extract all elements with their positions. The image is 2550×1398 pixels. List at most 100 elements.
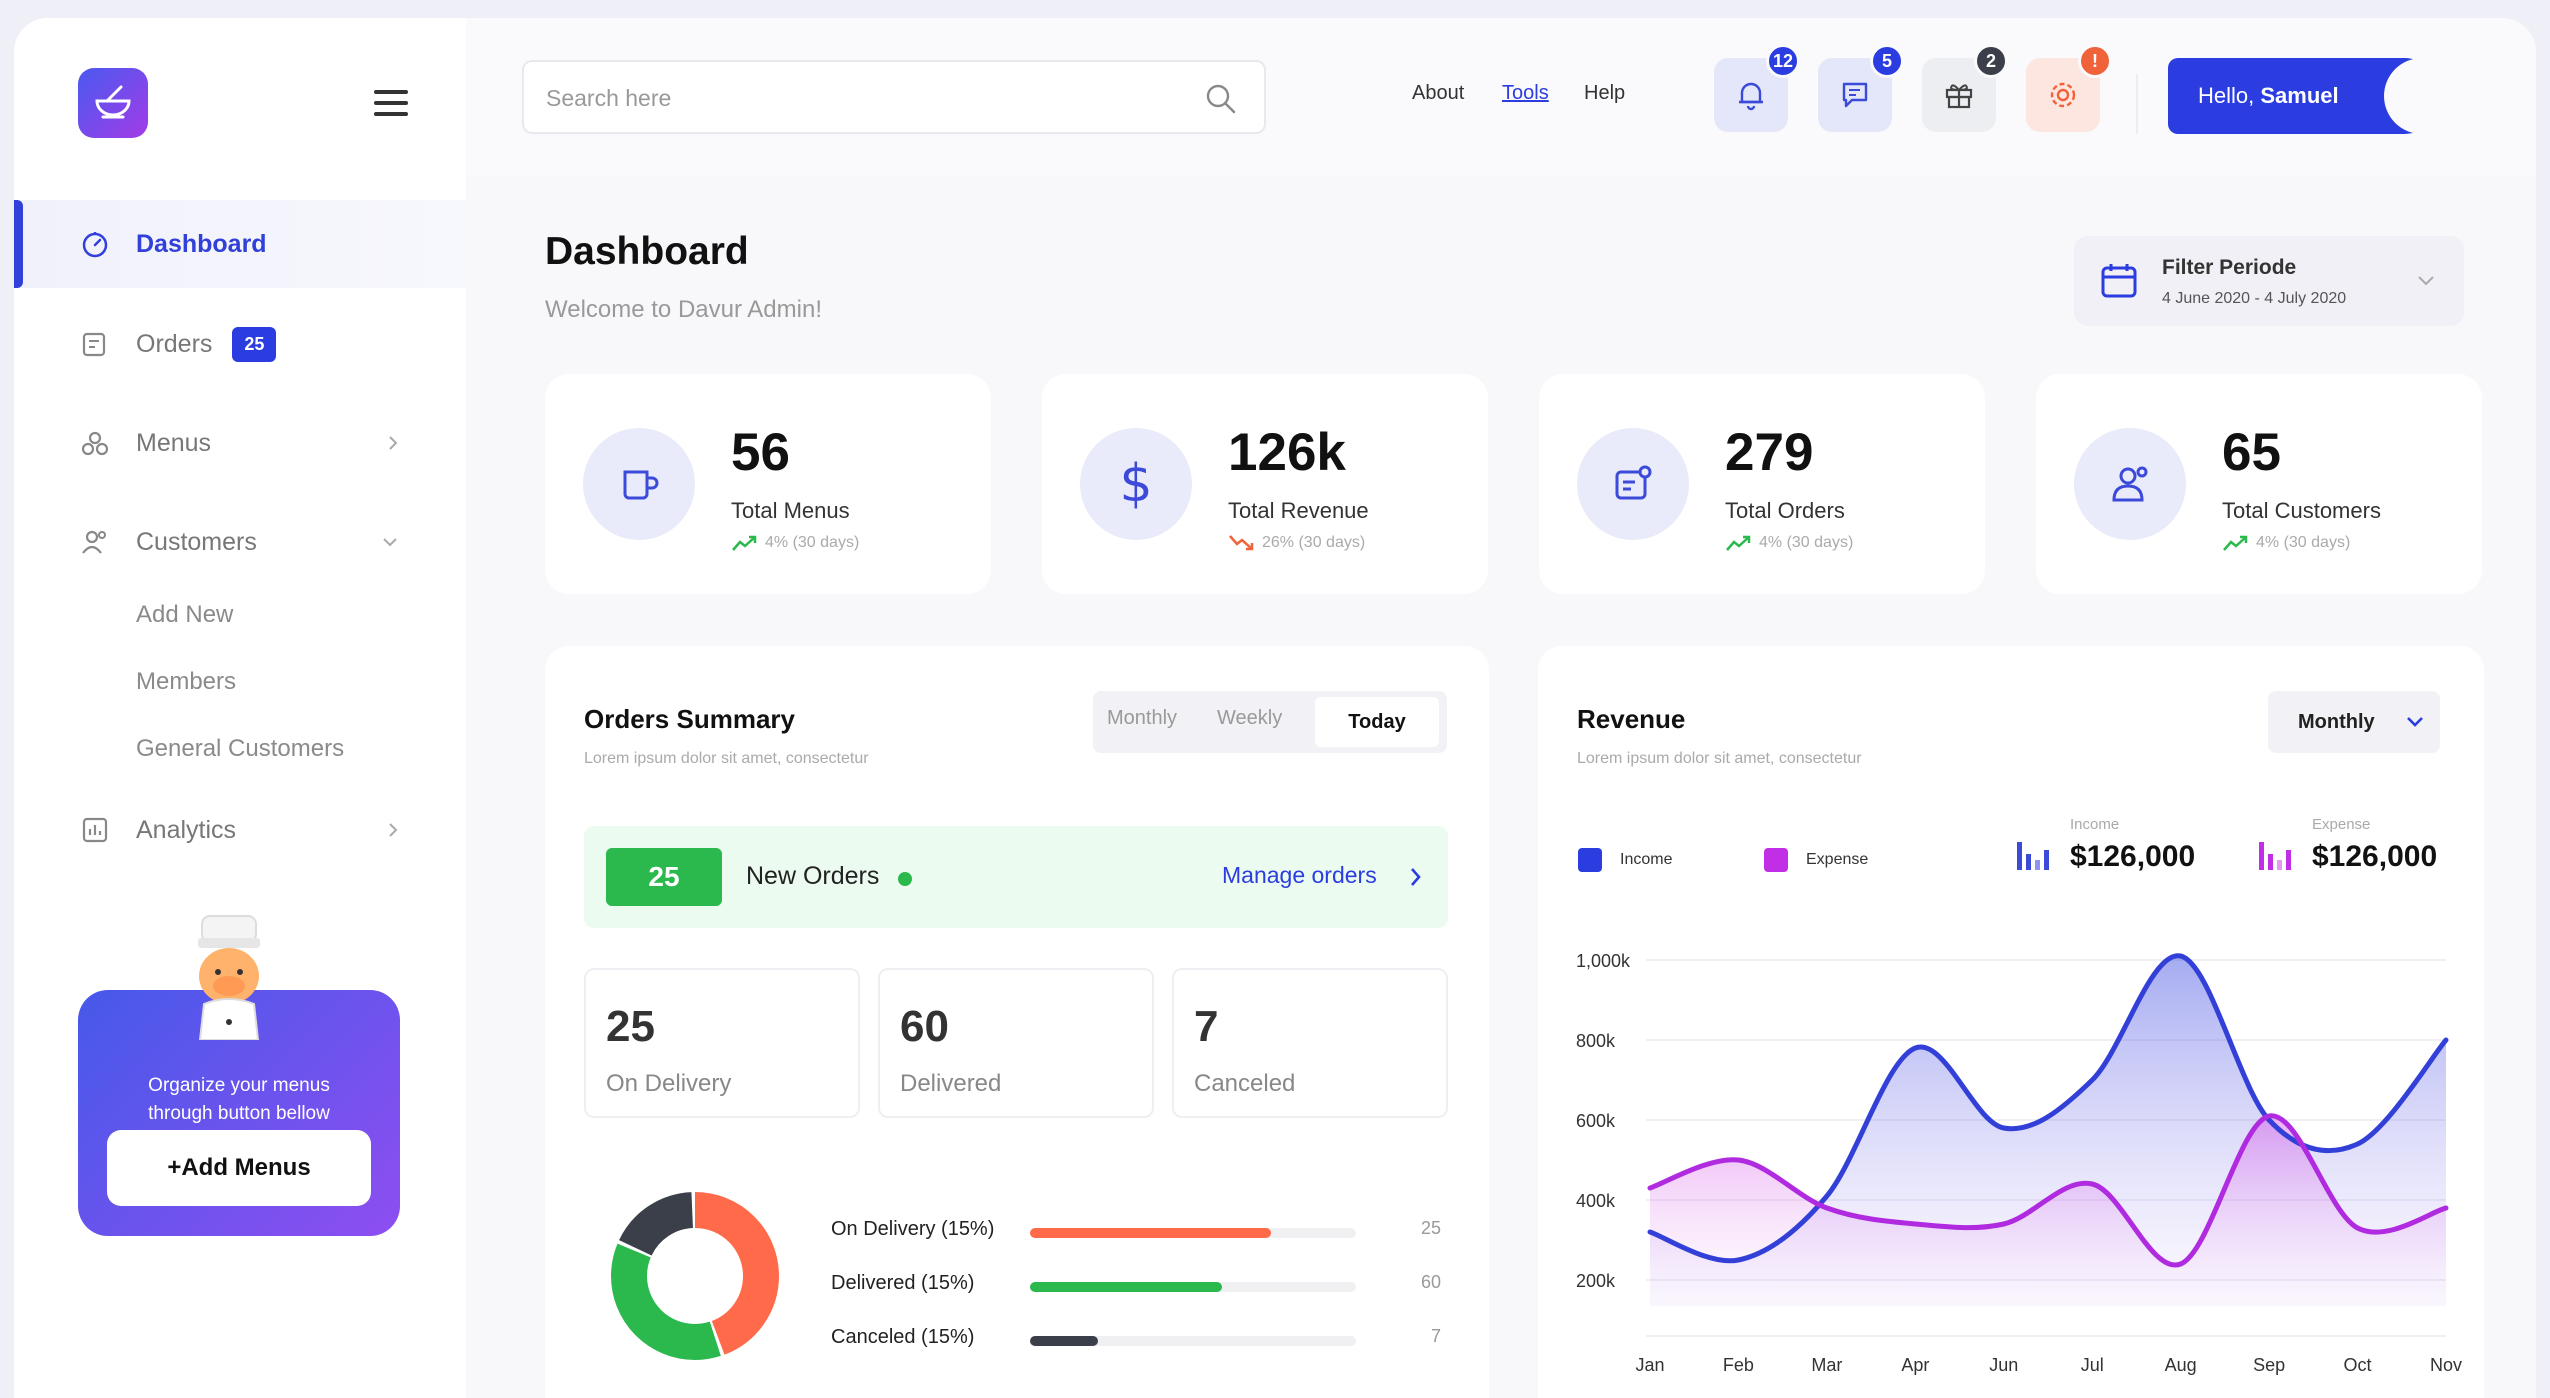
nav-item-menus[interactable]: Menus — [14, 399, 466, 487]
box-value: 25 — [606, 1002, 655, 1051]
nav-label: Customers — [136, 527, 257, 556]
y-tick-label: 600k — [1576, 1111, 1616, 1131]
filter-date-range: 4 June 2020 - 4 July 2020 — [2162, 290, 2347, 307]
x-tick-label: Apr — [1901, 1355, 1929, 1375]
new-orders-label: New Orders — [746, 862, 880, 890]
bell-icon — [1739, 82, 1763, 111]
x-tick-label: Jun — [1989, 1355, 2018, 1375]
notifications-badge: 12 — [1766, 44, 1800, 78]
nav-item-customers[interactable]: Customers — [14, 498, 466, 586]
subitem-general-customers[interactable]: General Customers — [136, 735, 345, 762]
topbar: About Tools Help 12 5 2 ! Hello, S — [466, 18, 2536, 176]
tab-monthly[interactable]: Monthly — [1107, 707, 1178, 729]
settings-button[interactable]: ! — [2026, 44, 2112, 132]
search-input[interactable] — [546, 80, 1166, 116]
about-link[interactable]: About — [1412, 82, 1465, 104]
new-orders-banner: 25 New Orders Manage orders — [584, 826, 1448, 928]
search-icon[interactable] — [1204, 82, 1238, 116]
expense-bars-icon — [2259, 842, 2291, 870]
stat-value: 56 — [731, 423, 790, 482]
revenue-subtitle: Lorem ipsum dolor sit amet, consectetur — [1577, 750, 1862, 767]
income-bars-icon — [2017, 842, 2049, 870]
y-tick-label: 1,000k — [1576, 951, 1631, 971]
expense-total: $126,000 — [2312, 840, 2438, 873]
progress-track — [1030, 1336, 1356, 1346]
orders-icon — [78, 327, 112, 361]
messages-badge: 5 — [1870, 44, 1904, 78]
messages-button[interactable]: 5 — [1818, 44, 1904, 132]
page-subtitle: Welcome to Davur Admin! — [545, 296, 822, 323]
dollar-icon: $ — [1080, 428, 1192, 540]
menu-toggle-button[interactable] — [374, 90, 408, 118]
nav-label: Menus — [136, 428, 212, 457]
nav-item-orders[interactable]: Orders 25 — [14, 300, 466, 388]
x-tick-label: Jul — [2081, 1355, 2104, 1375]
progress-fill — [1030, 1282, 1223, 1292]
nav-item-dashboard[interactable]: Dashboard — [14, 200, 466, 288]
progress-row-on-delivery: On Delivery (15%) 25 — [831, 1218, 1441, 1248]
settings-alert-badge: ! — [2078, 44, 2112, 78]
main-content: About Tools Help 12 5 2 ! Hello, S — [466, 18, 2536, 1398]
x-tick-label: Mar — [1811, 1355, 1842, 1375]
app-logo[interactable] — [78, 68, 148, 138]
revenue-area-chart: 1,000k 800k 600k 400k 200k Jan Feb Mar Apr Jun Jul… — [1576, 951, 2462, 1375]
stat-value: 126k — [1228, 423, 1346, 482]
x-tick-label: Feb — [1723, 1355, 1754, 1375]
trend-up-icon — [732, 535, 757, 551]
progress-label: Delivered (15%) — [831, 1272, 975, 1294]
income-caption: Income — [2070, 816, 2120, 833]
customers-icon — [78, 525, 112, 559]
add-menu-promo-card: Organize your menus through button bello… — [78, 990, 400, 1236]
tab-weekly[interactable]: Weekly — [1217, 707, 1283, 729]
stat-card-total-orders: 279 Total Orders 4% (30 days) — [1539, 374, 1985, 594]
filter-title: Filter Periode — [2162, 256, 2297, 279]
y-tick-label: 200k — [1576, 1271, 1616, 1291]
page-title: Dashboard — [545, 230, 749, 273]
new-orders-count: 25 — [606, 848, 722, 906]
progress-value: 7 — [1430, 1326, 1441, 1346]
gifts-button[interactable]: 2 — [1922, 44, 2008, 132]
calendar-icon — [2101, 264, 2137, 298]
progress-track — [1030, 1282, 1356, 1292]
progress-fill — [1030, 1336, 1099, 1346]
legend-label-expense: Expense — [1806, 851, 1869, 868]
stat-trend: 4% (30 days) — [1725, 534, 1853, 552]
help-link[interactable]: Help — [1584, 82, 1626, 104]
user-greeting-button[interactable]: Hello, Samuel — [2168, 58, 2394, 134]
chef-illustration — [198, 915, 260, 1040]
revenue-period-dropdown[interactable]: Monthly — [2268, 691, 2440, 753]
dashboard-icon — [78, 227, 112, 261]
expense-area — [1650, 1115, 2446, 1306]
add-menus-button[interactable]: +Add Menus — [107, 1130, 371, 1206]
subitem-add-new[interactable]: Add New — [136, 601, 234, 628]
nav-label: Dashboard — [136, 229, 267, 258]
trend-up-icon — [2223, 535, 2248, 551]
nav-label: Analytics — [136, 815, 237, 844]
progress-fill — [1030, 1228, 1272, 1238]
stat-card-total-menus: 56 Total Menus 4% (30 days) — [545, 374, 991, 594]
chevron-down-icon — [383, 538, 397, 547]
gift-icon — [1945, 84, 1973, 109]
notifications-button[interactable]: 12 — [1714, 44, 1800, 132]
on-delivery-box: 25 On Delivery — [584, 968, 860, 1118]
chevron-right-icon[interactable] — [1408, 864, 1424, 890]
stat-label: Total Revenue — [1228, 498, 1369, 523]
filter-period-dropdown[interactable]: Filter Periode 4 June 2020 - 4 July 2020 — [2074, 236, 2464, 326]
nav-item-analytics[interactable]: Analytics — [14, 786, 466, 874]
orders-summary-subtitle: Lorem ipsum dolor sit amet, consectetur — [584, 750, 869, 767]
y-tick-label: 800k — [1576, 1031, 1616, 1051]
user-name: Samuel — [2260, 83, 2339, 108]
box-label: Canceled — [1194, 1070, 1296, 1097]
box-value: 60 — [900, 1002, 949, 1051]
stat-label: Total Customers — [2222, 498, 2381, 523]
stat-label: Total Orders — [1725, 498, 1845, 523]
orders-donut-chart — [611, 1192, 779, 1360]
manage-orders-link[interactable]: Manage orders — [1222, 862, 1377, 888]
tab-today[interactable]: Today — [1315, 697, 1439, 747]
canceled-box: 7 Canceled — [1172, 968, 1448, 1118]
expense-series-line — [1647, 1113, 2449, 1268]
donut-slice-delivered — [611, 1192, 779, 1360]
tools-link[interactable]: Tools — [1502, 82, 1549, 104]
progress-row-canceled: Canceled (15%) 7 — [831, 1326, 1441, 1356]
subitem-members[interactable]: Members — [136, 668, 237, 695]
